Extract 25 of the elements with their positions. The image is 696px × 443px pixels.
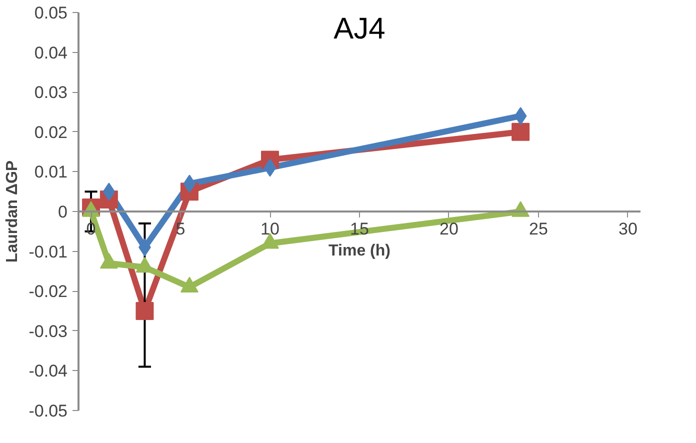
y-tick-label: 0.02 xyxy=(34,122,68,142)
y-tick-label: -0.02 xyxy=(28,282,68,302)
point xyxy=(180,276,198,293)
y-tick-label: -0.05 xyxy=(28,402,68,420)
x-tick-label: 25 xyxy=(529,220,548,238)
point xyxy=(102,182,116,201)
y-tick-label: -0.04 xyxy=(28,362,68,381)
point xyxy=(514,106,527,125)
point xyxy=(512,122,530,141)
point xyxy=(264,158,276,177)
point xyxy=(183,174,196,193)
chart-title: AJ4 xyxy=(334,12,386,46)
y-tick-label: 0.04 xyxy=(34,43,68,62)
x-tick-label: 30 xyxy=(618,220,638,238)
y-tick-label: 0 xyxy=(58,202,68,222)
y-tick-label: 0.01 xyxy=(34,162,68,182)
y-tick-label: 0.03 xyxy=(34,83,68,102)
x-axis-title: Time (h) xyxy=(328,242,390,260)
y-tick-label: -0.01 xyxy=(28,242,68,262)
x-tick-label: 10 xyxy=(260,220,280,238)
y-axis-title: Laurdan ΔGP xyxy=(4,160,21,263)
point xyxy=(100,252,118,269)
x-tick-label: 20 xyxy=(440,220,458,238)
y-tick-label: 0.05 xyxy=(34,4,68,22)
y-tick-label: -0.03 xyxy=(28,322,68,341)
